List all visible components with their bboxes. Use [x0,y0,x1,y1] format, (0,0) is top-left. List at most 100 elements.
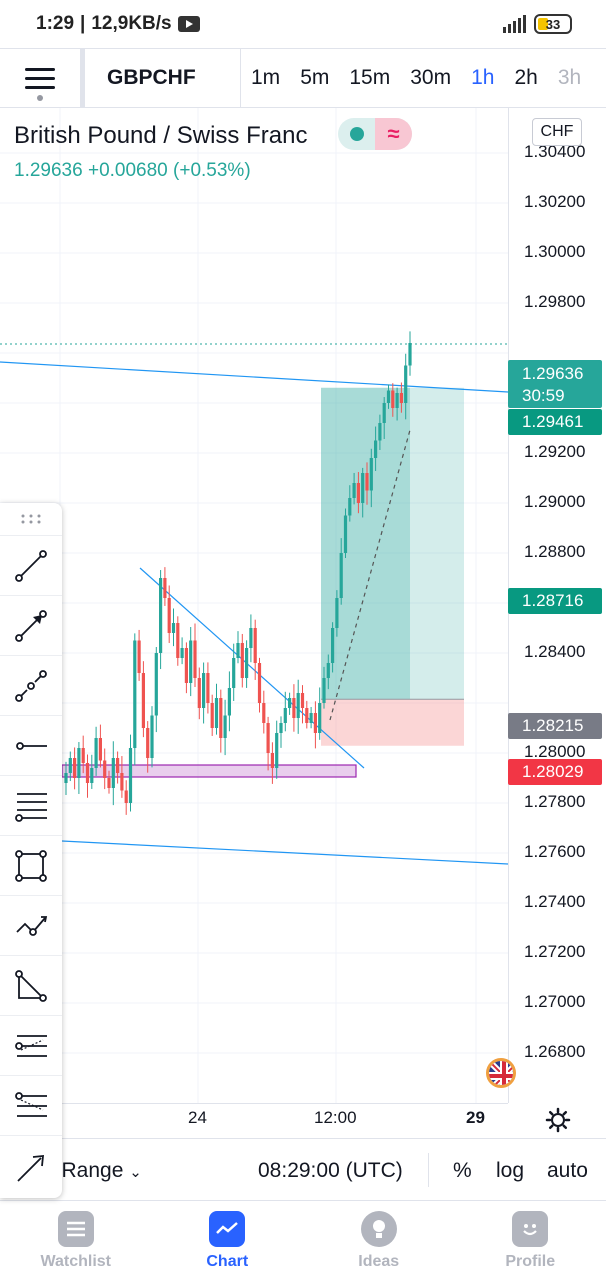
candle [386,384,391,409]
status-time: 1:29 [36,13,75,34]
candle-body [103,760,107,778]
candle-body [266,723,270,753]
candle-body [318,703,322,733]
time-axis[interactable] [0,1103,508,1138]
candle [232,643,236,702]
candle-body [305,708,309,723]
price-tick-label: 1.29800 [524,292,586,311]
candle [326,654,330,690]
candle-body [167,598,171,633]
trend-line-tool[interactable] [0,535,62,595]
candles [64,331,412,815]
candle [275,720,279,779]
candle-body [189,640,193,683]
interval-15m[interactable]: 15m [349,66,391,89]
date-range-button[interactable]: e Range ⌄ [44,1159,142,1183]
interval-1m[interactable]: 1m [251,66,281,89]
log-scale-button[interactable]: log [496,1159,525,1182]
nav-ideas[interactable]: Ideas [303,1201,455,1280]
nav-watchlist[interactable]: Watchlist [0,1201,152,1280]
date-range-label: e Range [44,1159,124,1182]
candle-body [365,473,369,491]
chart-drawings [0,343,509,865]
candle-body [210,703,214,728]
candle-body [352,483,356,498]
arrow-tool[interactable] [0,595,62,655]
candle [111,741,115,806]
candle-body [232,658,236,688]
pattern-tool[interactable] [0,895,62,955]
candle [227,671,231,732]
candle [378,414,382,450]
uk-flag-icon[interactable] [486,1058,516,1088]
candle-body [408,343,412,366]
profit-zone-projection [410,387,464,700]
symbol-search-button[interactable]: GBPCHF [85,49,241,107]
downtrend-line [139,567,365,769]
indicator-toggle[interactable]: ≈ [338,118,412,150]
upper-channel-line [0,361,509,393]
candle-body [223,715,227,738]
triangle-tool[interactable] [0,955,62,1015]
path-tool[interactable] [0,655,62,715]
utc-time-button[interactable]: 08:29:00 (UTC) [258,1159,403,1182]
interval-1h[interactable]: 1h [471,66,495,89]
candle [206,662,210,714]
nav-chart[interactable]: Chart [152,1201,304,1280]
interval-2h[interactable]: 2h [514,66,538,89]
candle-body [159,578,163,653]
candle-body [141,673,145,728]
price-tick-label: 1.28800 [524,542,586,561]
fib-retracement-tool[interactable] [0,775,62,835]
last-price-value: 1.29636 [522,364,584,383]
currency-button[interactable]: CHF [532,118,582,146]
drag-handle-icon[interactable] [0,503,62,535]
short-position-tool[interactable] [0,1075,62,1135]
candle [163,567,167,606]
candle [240,633,244,688]
xabcd-pattern-icon [16,915,48,936]
watchlist-icon [57,1211,94,1247]
chevron-down-icon: ⌄ [129,1164,142,1181]
candle-body [77,748,81,778]
candle [309,706,313,729]
profit-zone [321,387,410,700]
candle-body [343,515,348,553]
candle-body [90,768,94,783]
candle-body [382,403,386,423]
interval-5m[interactable]: 5m [300,66,330,89]
candle [202,662,206,724]
candle-body [262,703,266,723]
price-tick-label: 1.27000 [524,992,586,1011]
candle [365,462,369,505]
candle [68,751,72,782]
candle-body [197,678,201,708]
candle-body [356,483,360,503]
candle-body [85,763,90,783]
horizontal-ray-tool[interactable] [0,715,62,775]
legend-title: British Pound / Swiss Franc [14,122,308,149]
candle-body [133,640,137,748]
interval-3h[interactable]: 3h [557,66,582,89]
settings-gear-icon[interactable] [540,1104,576,1136]
candle [399,382,403,413]
auto-scale-button[interactable]: auto [547,1159,588,1182]
short-position-icon [15,1091,47,1117]
percent-scale-button[interactable]: % [453,1159,472,1182]
candle-body [283,708,287,723]
menu-button[interactable] [0,49,80,107]
candle [253,619,257,680]
interval-30m[interactable]: 30m [410,66,452,89]
last-price-label: 1.29636 30:59 [508,360,602,408]
candle [107,770,111,794]
rectangle-tool[interactable] [0,835,62,895]
long-position-tool[interactable] [0,1015,62,1075]
candle-body [214,698,219,728]
nav-profile[interactable]: Profile [455,1201,606,1280]
nav-chart-label: Chart [206,1253,249,1270]
candle-body [137,640,141,673]
brush-tool[interactable] [0,1135,62,1195]
candle-body [120,773,124,791]
candle [249,614,253,663]
